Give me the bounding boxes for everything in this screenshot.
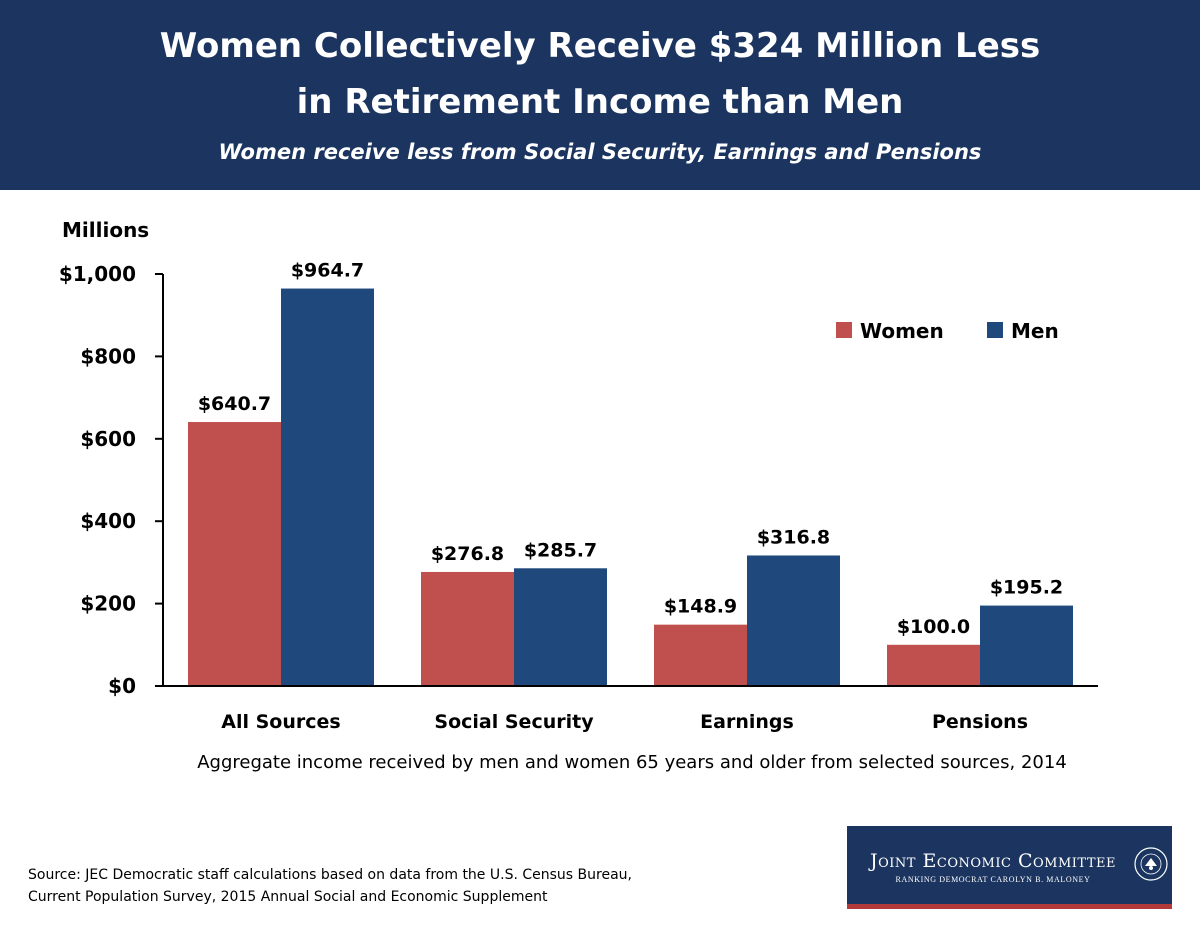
y-tick-label: $200 [80, 592, 136, 616]
data-label-men-social-security: $285.7 [524, 539, 597, 561]
chart-title-line-2: in Retirement Income than Men [296, 82, 904, 122]
x-tick-label: Earnings [700, 711, 794, 733]
legend-label-men: Men [1011, 319, 1059, 343]
x-axis-caption: Aggregate income received by men and wom… [197, 752, 1067, 773]
chart-title-line-1: Women Collectively Receive $324 Million … [159, 26, 1041, 66]
bar-men-social-security [514, 568, 607, 686]
y-tick-label: $600 [80, 427, 136, 451]
bar-men-earnings [747, 555, 840, 686]
y-tick-label: $0 [108, 674, 136, 698]
logo-name: Joint Economic Committee [870, 850, 1116, 872]
data-label-men-all-sources: $964.7 [291, 260, 364, 282]
bar-women-earnings [654, 624, 747, 686]
y-tick-label: $1,000 [59, 262, 136, 286]
source-note: Source: JEC Democratic staff calculation… [28, 864, 632, 908]
data-label-women-social-security: $276.8 [431, 543, 504, 565]
source-line-2: Current Population Survey, 2015 Annual S… [28, 889, 548, 905]
bar-men-all-sources [281, 288, 374, 686]
source-line-1: Source: JEC Democratic staff calculation… [28, 867, 632, 883]
bar-women-social-security [421, 571, 514, 686]
data-label-men-pensions: $195.2 [990, 577, 1063, 599]
x-tick-label: Pensions [932, 711, 1028, 733]
data-label-women-pensions: $100.0 [897, 616, 970, 638]
chart-header: Women Collectively Receive $324 Million … [0, 0, 1200, 190]
logo-subtitle: RANKING DEMOCRAT CAROLYN B. MALONEY [895, 875, 1091, 884]
congress-seal-icon [1134, 847, 1168, 881]
bar-women-all-sources [188, 422, 281, 686]
data-label-men-earnings: $316.8 [757, 526, 830, 548]
chart-subtitle: Women receive less from Social Security,… [218, 140, 982, 164]
legend-swatch-women [836, 322, 852, 338]
bar-men-pensions [980, 605, 1073, 686]
legend-swatch-men [987, 322, 1003, 338]
jec-logo: Joint Economic Committee RANKING DEMOCRA… [847, 826, 1172, 909]
data-label-women-earnings: $148.9 [664, 596, 737, 618]
data-label-women-all-sources: $640.7 [198, 393, 271, 415]
x-tick-label: Social Security [434, 711, 594, 733]
bar-women-pensions [887, 644, 980, 686]
y-tick-label: $400 [80, 509, 136, 533]
legend-label-women: Women [860, 319, 944, 343]
y-tick-label: $800 [80, 344, 136, 368]
y-axis-units-label: Millions [62, 218, 150, 242]
x-tick-label: All Sources [221, 711, 340, 733]
